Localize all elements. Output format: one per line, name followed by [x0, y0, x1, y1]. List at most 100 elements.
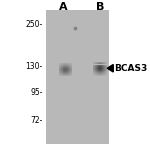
Bar: [96, 67, 97, 68]
Bar: [61, 71, 62, 72]
Bar: [98, 68, 99, 69]
Bar: [96, 65, 97, 66]
Bar: [58, 67, 59, 68]
Bar: [101, 67, 102, 68]
Bar: [58, 72, 59, 73]
Bar: [66, 74, 67, 75]
Bar: [62, 75, 63, 76]
Bar: [64, 75, 65, 76]
Bar: [94, 63, 95, 64]
Bar: [100, 69, 101, 70]
Bar: [94, 71, 95, 72]
Bar: [104, 67, 105, 68]
Bar: [69, 74, 70, 75]
Bar: [65, 63, 66, 64]
Bar: [103, 71, 104, 72]
Bar: [62, 72, 63, 73]
Bar: [93, 61, 94, 62]
Bar: [60, 73, 61, 74]
Bar: [66, 70, 67, 71]
Bar: [59, 64, 60, 65]
Bar: [69, 71, 70, 72]
Bar: [68, 67, 69, 68]
Bar: [66, 64, 67, 65]
Bar: [94, 72, 95, 73]
Bar: [99, 69, 100, 70]
Bar: [65, 70, 66, 71]
Bar: [101, 75, 102, 76]
Bar: [98, 71, 99, 72]
Bar: [64, 65, 65, 66]
Bar: [61, 67, 62, 68]
Bar: [104, 65, 105, 66]
Bar: [67, 67, 68, 68]
Bar: [105, 67, 106, 68]
Bar: [67, 69, 68, 70]
Bar: [105, 72, 106, 73]
Bar: [98, 69, 99, 70]
Bar: [98, 72, 99, 73]
Bar: [64, 67, 65, 68]
Bar: [65, 68, 66, 69]
Bar: [63, 67, 64, 68]
Bar: [64, 74, 65, 75]
Bar: [60, 64, 61, 65]
Polygon shape: [107, 64, 113, 72]
Bar: [58, 63, 59, 64]
Bar: [94, 68, 95, 69]
Bar: [94, 69, 95, 70]
Bar: [102, 61, 103, 62]
Bar: [69, 73, 70, 74]
Bar: [97, 70, 98, 71]
Bar: [59, 73, 60, 74]
Bar: [71, 69, 72, 70]
Bar: [103, 73, 104, 74]
Bar: [71, 70, 72, 71]
Bar: [101, 70, 102, 71]
Bar: [68, 72, 69, 73]
Bar: [68, 74, 69, 75]
Bar: [58, 65, 59, 66]
Bar: [60, 68, 61, 69]
Bar: [103, 72, 104, 73]
Bar: [93, 64, 94, 65]
Bar: [105, 75, 106, 76]
Text: BCAS3: BCAS3: [114, 64, 148, 73]
Bar: [68, 68, 69, 69]
Bar: [60, 70, 61, 71]
Bar: [98, 62, 99, 63]
Bar: [101, 73, 102, 74]
Bar: [95, 73, 96, 74]
Bar: [94, 74, 95, 75]
Bar: [102, 71, 103, 72]
Bar: [99, 68, 100, 69]
Bar: [67, 68, 68, 69]
Bar: [63, 69, 64, 70]
Bar: [71, 65, 72, 66]
Bar: [95, 71, 96, 72]
Bar: [105, 61, 106, 62]
Bar: [46, 10, 109, 144]
Bar: [71, 74, 72, 75]
Bar: [65, 66, 66, 67]
Bar: [68, 63, 69, 64]
Bar: [93, 71, 94, 72]
Bar: [59, 65, 60, 66]
Bar: [96, 74, 97, 75]
Bar: [103, 69, 104, 70]
Bar: [66, 69, 67, 70]
Bar: [61, 75, 62, 76]
Bar: [58, 74, 59, 75]
Bar: [95, 72, 96, 73]
Bar: [61, 63, 62, 64]
Bar: [70, 70, 71, 71]
Bar: [68, 66, 69, 67]
Bar: [93, 67, 94, 68]
Bar: [97, 62, 98, 63]
Bar: [101, 68, 102, 69]
Bar: [71, 64, 72, 65]
Bar: [70, 66, 71, 67]
Bar: [97, 67, 98, 68]
Bar: [69, 75, 70, 76]
Bar: [102, 67, 103, 68]
